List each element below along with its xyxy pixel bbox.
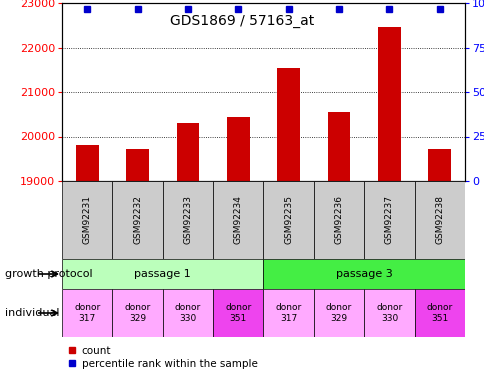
Text: GDS1869 / 57163_at: GDS1869 / 57163_at (170, 14, 314, 28)
Text: donor
351: donor 351 (426, 303, 452, 323)
Bar (62, 259, 263, 289)
Bar (163, 181, 212, 259)
Text: passage 1: passage 1 (134, 269, 191, 279)
Text: individual: individual (5, 308, 59, 318)
Text: donor
329: donor 329 (124, 303, 151, 323)
Text: donor
330: donor 330 (174, 303, 201, 323)
Text: GSM92232: GSM92232 (133, 196, 142, 244)
Bar (263, 289, 313, 337)
Bar (378, 27, 400, 181)
Bar (62, 181, 112, 259)
Text: GSM92231: GSM92231 (82, 195, 91, 244)
Bar (76, 146, 98, 181)
Text: GSM92237: GSM92237 (384, 195, 393, 244)
Bar (263, 259, 464, 289)
Bar (427, 149, 450, 181)
Text: passage 3: passage 3 (335, 269, 392, 279)
Bar (163, 289, 212, 337)
Bar (112, 289, 163, 337)
Text: donor
351: donor 351 (225, 303, 251, 323)
Bar (263, 181, 313, 259)
Text: GSM92233: GSM92233 (183, 195, 192, 244)
Bar (227, 117, 249, 181)
Text: donor
329: donor 329 (325, 303, 351, 323)
Text: donor
317: donor 317 (74, 303, 100, 323)
Text: growth protocol: growth protocol (5, 269, 92, 279)
Legend: count, percentile rank within the sample: count, percentile rank within the sample (67, 346, 257, 369)
Text: GSM92234: GSM92234 (233, 196, 242, 244)
Bar (212, 181, 263, 259)
Bar (126, 148, 149, 181)
Bar (313, 181, 363, 259)
Text: donor
317: donor 317 (275, 303, 301, 323)
Bar (363, 289, 414, 337)
Bar (414, 181, 464, 259)
Bar (327, 112, 349, 181)
Text: GSM92236: GSM92236 (334, 195, 343, 244)
Bar (62, 289, 112, 337)
Bar (313, 289, 363, 337)
Bar (414, 289, 464, 337)
Bar (112, 181, 163, 259)
Bar (277, 68, 300, 181)
Text: donor
330: donor 330 (376, 303, 402, 323)
Bar (212, 289, 263, 337)
Text: GSM92238: GSM92238 (435, 195, 443, 244)
Text: GSM92235: GSM92235 (284, 195, 293, 244)
Bar (176, 123, 199, 181)
Bar (363, 181, 414, 259)
